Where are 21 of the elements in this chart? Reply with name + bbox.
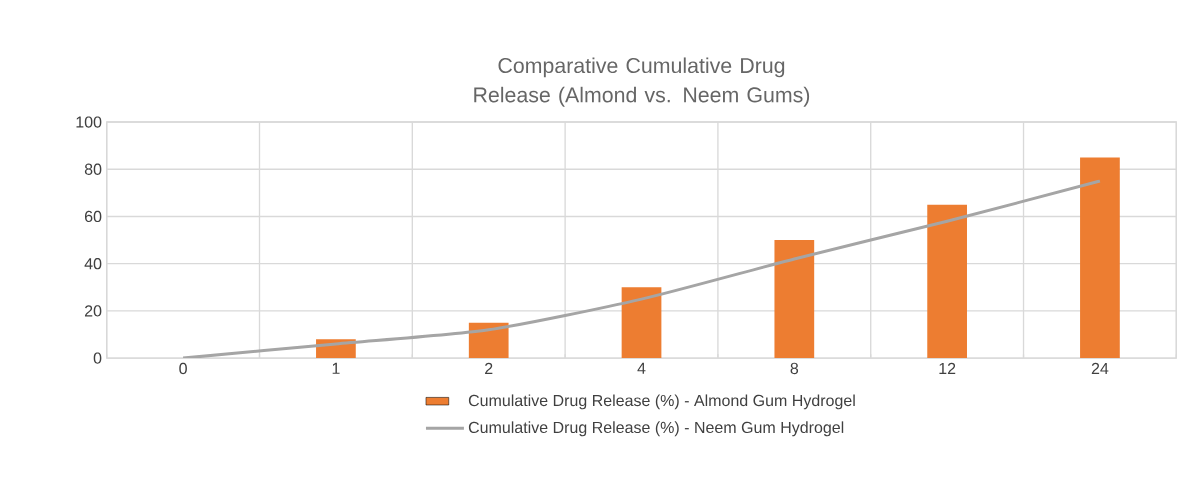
bar — [1080, 157, 1120, 359]
y-tick-label: 100 — [76, 116, 102, 128]
y-tick-label: 20 — [84, 305, 102, 317]
x-tick-label: 12 — [939, 362, 956, 374]
y-tick-label: 0 — [93, 352, 102, 364]
x-tick-label: 4 — [637, 362, 646, 374]
bar — [774, 240, 815, 359]
y-tick-label: 60 — [85, 210, 102, 223]
bar — [927, 204, 967, 359]
x-tick-label: 2 — [485, 362, 493, 374]
legend-label: Cumulative Drug Release (%) - Neem Gum Hydrogel — [468, 421, 844, 437]
legend-label: Cumulative Drug Release (%) - Almond Gum Hydrogel — [468, 394, 855, 410]
x-tick-label: 8 — [790, 362, 799, 375]
bar — [621, 287, 662, 359]
chart-title: Comparative Cumulative Drug Release (Almond vs. Neem Gums) — [474, 57, 810, 107]
x-tick-label: 0 — [179, 362, 187, 375]
x-tick-label: 24 — [1091, 362, 1109, 374]
y-tick-label: 80 — [84, 163, 102, 175]
y-tick-label: 40 — [84, 257, 102, 270]
x-tick-label: 1 — [332, 362, 340, 374]
line-series — [181, 179, 1102, 359]
